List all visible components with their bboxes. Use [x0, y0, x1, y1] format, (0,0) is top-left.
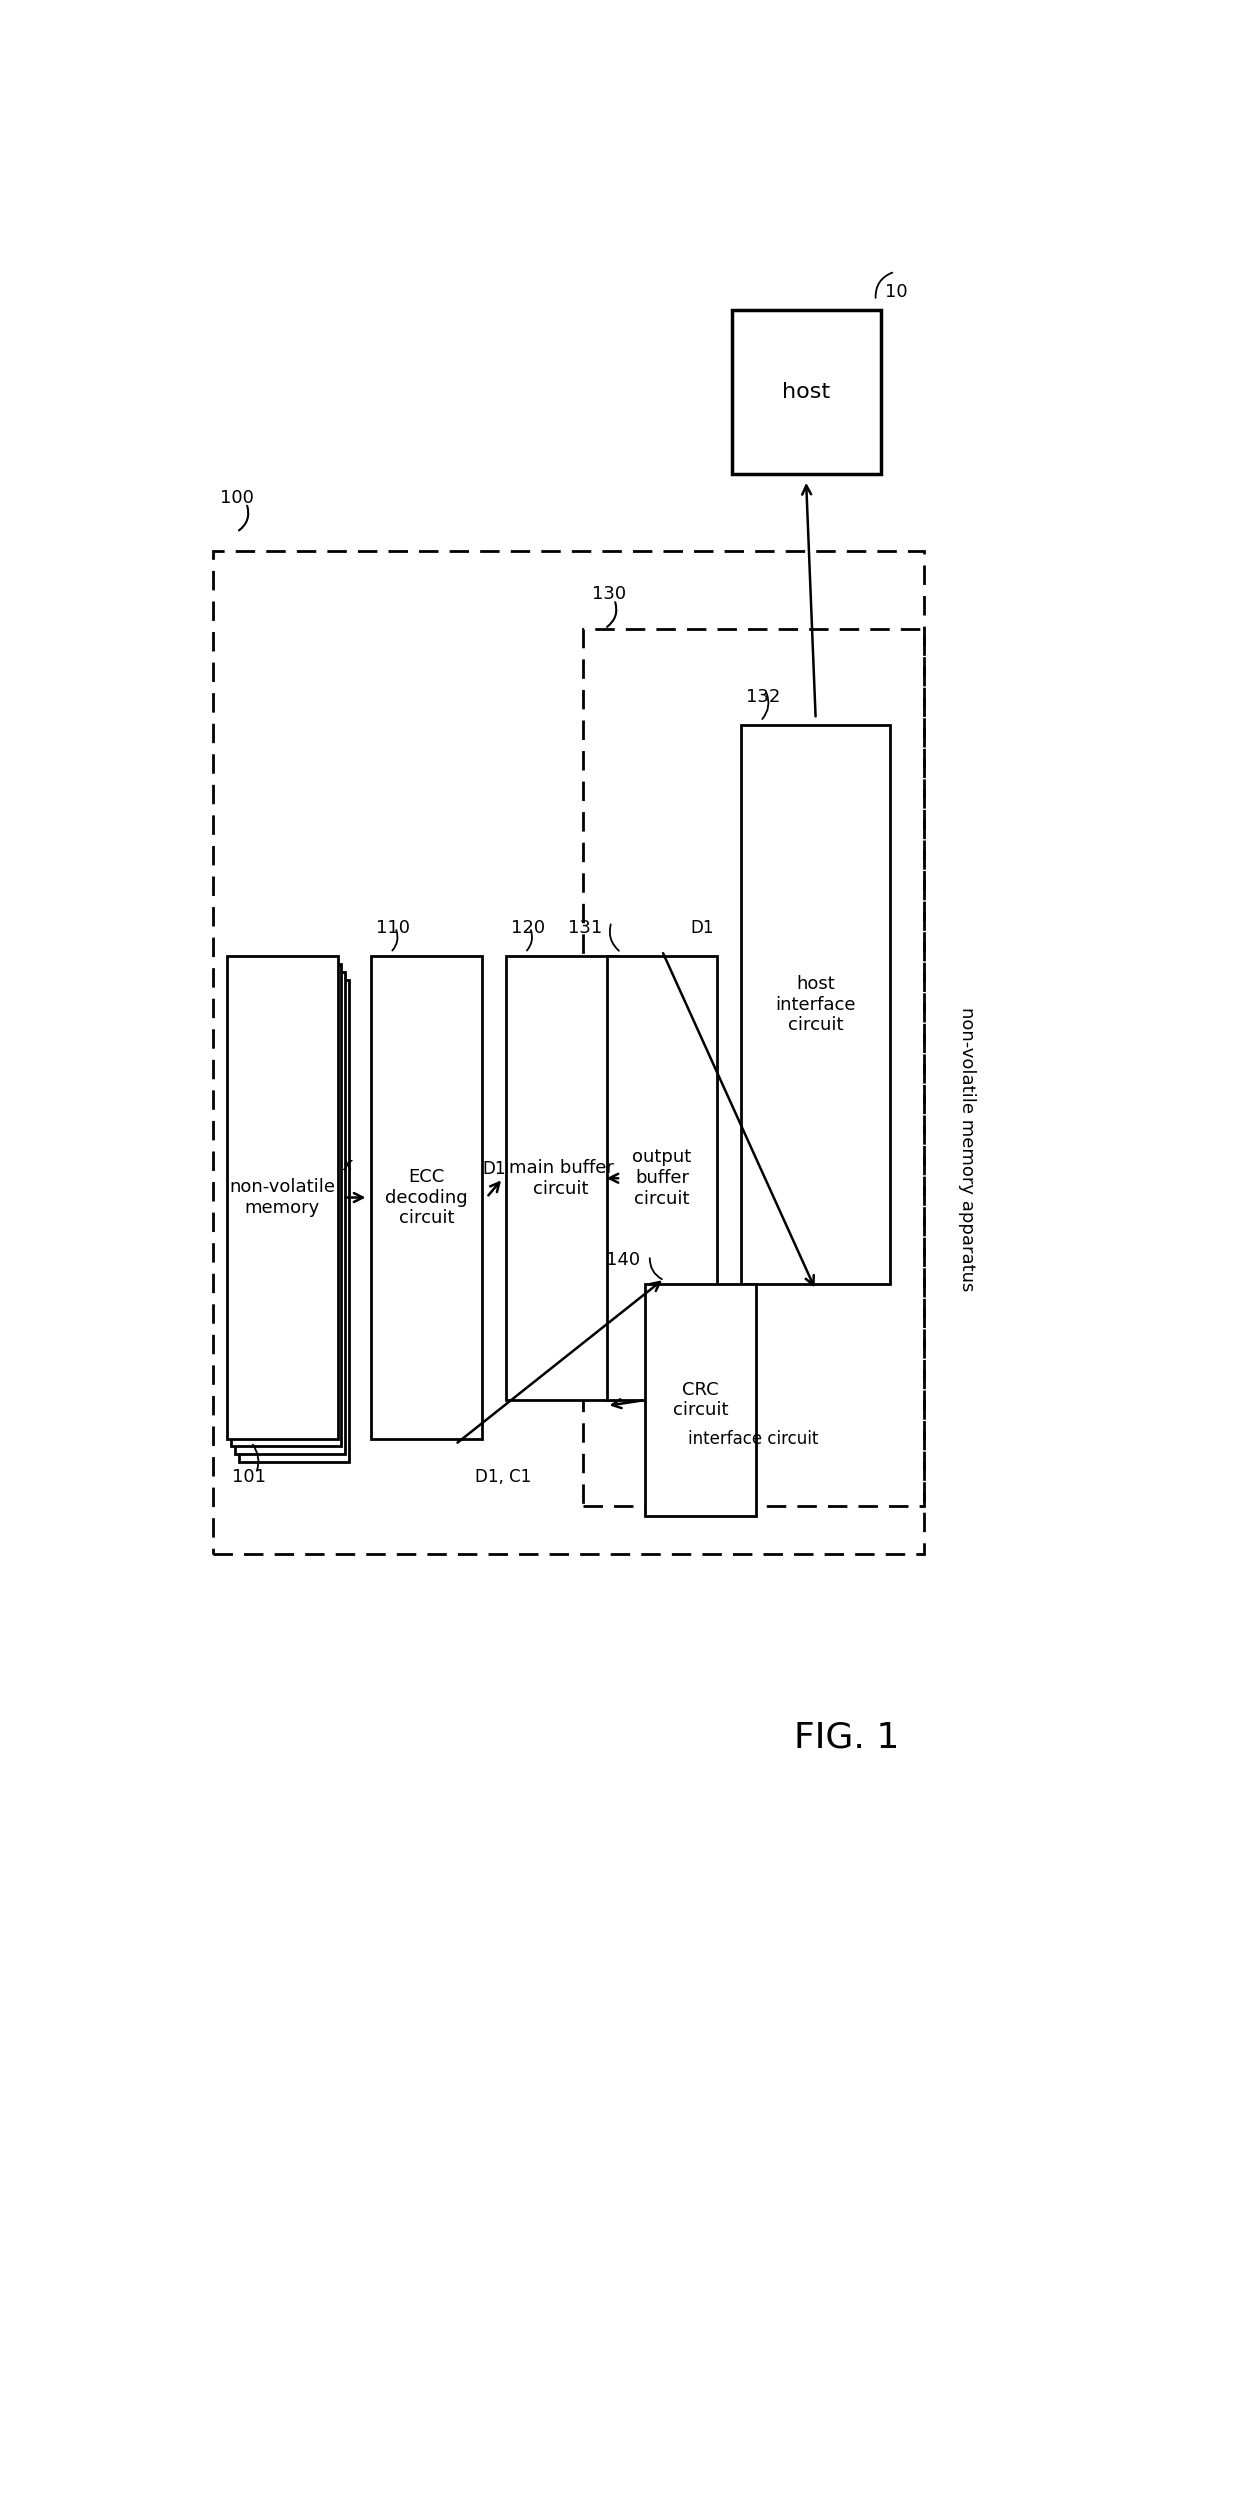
Text: ECC
decoding
circuit: ECC decoding circuit [386, 1167, 467, 1227]
Text: D1: D1 [482, 1160, 506, 1177]
Text: main buffer
circuit: main buffer circuit [508, 1160, 614, 1197]
Text: host
interface
circuit: host interface circuit [775, 974, 856, 1035]
Bar [606, 957, 717, 1400]
Text: CRC
circuit: CRC circuit [672, 1380, 728, 1420]
Text: interface circuit: interface circuit [688, 1430, 818, 1448]
Text: D1: D1 [691, 919, 714, 937]
Text: non-volatile memory apparatus: non-volatile memory apparatus [959, 1007, 976, 1293]
Text: 110: 110 [376, 919, 410, 937]
Text: FIG. 1: FIG. 1 [795, 1721, 899, 1754]
Bar [238, 979, 350, 1463]
Bar [742, 724, 890, 1285]
Text: non-volatile
memory: non-volatile memory [229, 1177, 335, 1217]
Bar [583, 629, 924, 1506]
Text: host: host [782, 383, 830, 403]
Bar [371, 957, 481, 1438]
Text: D1, C1: D1, C1 [475, 1468, 531, 1485]
Text: 140: 140 [606, 1250, 640, 1270]
Text: 101: 101 [232, 1468, 265, 1485]
Text: 100: 100 [221, 488, 254, 506]
Text: x: x [342, 1157, 352, 1175]
Text: 132: 132 [746, 689, 780, 706]
Text: 10: 10 [885, 283, 908, 301]
Bar [732, 311, 880, 473]
Text: 120: 120 [511, 919, 544, 937]
Text: output
buffer
circuit: output buffer circuit [632, 1147, 692, 1207]
Bar [645, 1285, 755, 1516]
Bar [213, 551, 924, 1553]
Text: 130: 130 [593, 586, 626, 604]
Bar [231, 964, 341, 1445]
Bar [227, 957, 337, 1438]
Bar [234, 972, 345, 1453]
Bar [506, 957, 616, 1400]
Text: 131: 131 [568, 919, 601, 937]
